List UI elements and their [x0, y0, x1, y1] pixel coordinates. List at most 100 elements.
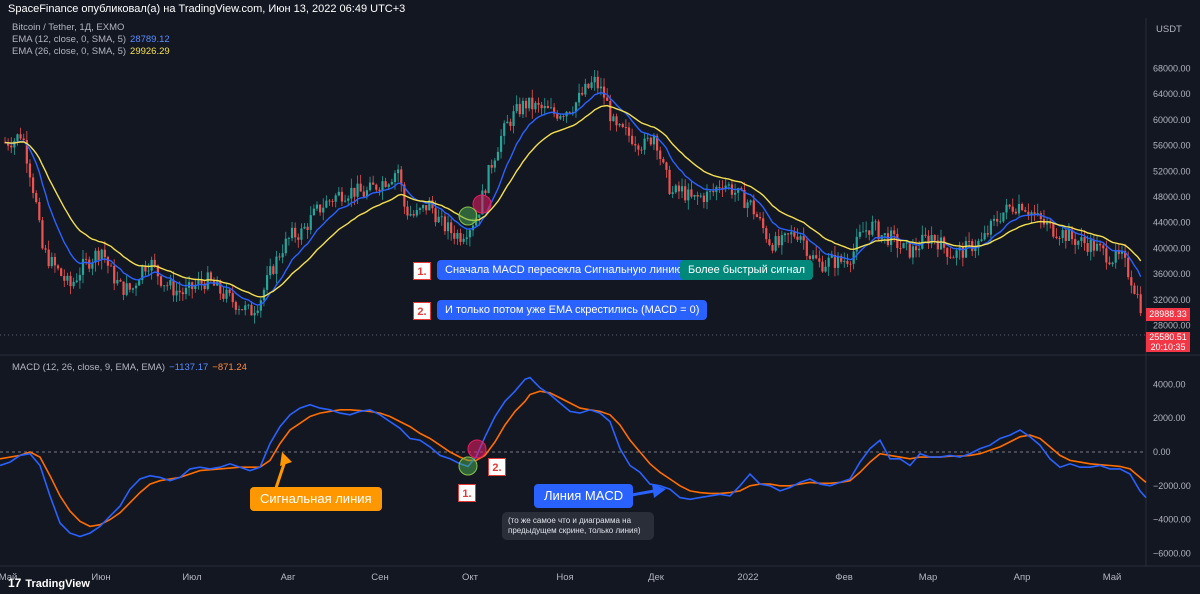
candle-body [927, 235, 930, 244]
candle-body [1083, 237, 1086, 244]
candle-body [758, 216, 762, 219]
candle-body [303, 226, 306, 229]
candle-body [780, 235, 783, 246]
time-tick-label: Авг [281, 572, 296, 583]
candle-body [272, 266, 275, 274]
candle-body [319, 204, 322, 213]
candle-body [540, 104, 543, 109]
candle-body [119, 279, 122, 282]
candle-body [893, 230, 896, 235]
candle-body [512, 111, 515, 126]
candle-body [200, 279, 203, 284]
candle-body [31, 177, 35, 193]
candle-body [487, 165, 490, 194]
candle-body [462, 238, 465, 242]
candle-body [618, 124, 621, 126]
candle-body [724, 185, 727, 189]
candle-body [793, 232, 796, 237]
candle-body [378, 189, 381, 191]
candle-body [156, 265, 159, 277]
candle-body [425, 205, 428, 211]
candle-body [1120, 250, 1124, 254]
candle-body [78, 274, 81, 281]
candle-body [1002, 212, 1005, 222]
candle-body [687, 189, 690, 201]
candle-body [1102, 245, 1105, 249]
price-tick-label: 60000.00 [1153, 115, 1191, 125]
candle-body [587, 83, 590, 88]
candle-body [684, 186, 687, 201]
price-cross-marker [458, 206, 478, 226]
candle-body [1133, 285, 1136, 294]
candle-body [365, 190, 369, 197]
candle-body [222, 293, 225, 299]
candle-body [896, 234, 899, 249]
candle-body [443, 216, 447, 232]
candle-body [705, 191, 709, 202]
candle-body [668, 169, 671, 194]
candle-body [409, 214, 412, 216]
candle-body [113, 266, 116, 284]
candle-body [1092, 239, 1095, 251]
candle-body [762, 218, 765, 229]
candle-body [712, 191, 715, 193]
candle-body [999, 221, 1002, 223]
candle-body [1086, 243, 1089, 252]
candle-body [169, 279, 172, 286]
candle-body [10, 145, 13, 148]
time-tick-label: Июл [182, 572, 201, 583]
candle-body [777, 236, 780, 246]
candle-body [914, 246, 918, 251]
macd-tick-label: 0.00 [1153, 447, 1171, 457]
time-tick-label: Фев [835, 572, 853, 583]
time-tick-label: Сен [371, 572, 388, 583]
candle-body [69, 275, 72, 287]
time-tick-label: Мар [919, 572, 938, 583]
candle-body [468, 230, 471, 238]
candle-body [184, 287, 188, 295]
candle-body [337, 191, 340, 196]
candle-body [66, 275, 69, 281]
signal-line-label: Сигнальная линия [250, 487, 382, 511]
candle-body [503, 123, 506, 136]
candle-body [1033, 212, 1036, 215]
last-price-tag: 28988.33 [1146, 308, 1190, 321]
candle-body [755, 214, 759, 217]
candle-body [584, 83, 587, 95]
candle-body [499, 135, 503, 152]
tradingview-brand: TradingView [25, 578, 90, 590]
candle-body [631, 135, 634, 145]
candle-body [518, 104, 521, 115]
candle-body [247, 304, 250, 306]
candle-body [559, 116, 562, 119]
candle-body [996, 218, 999, 222]
candle-body [16, 134, 19, 141]
candle-body [397, 169, 400, 174]
candle-body [652, 135, 656, 145]
candle-body [624, 127, 627, 128]
candle-body [796, 236, 799, 240]
candle-body [63, 275, 66, 281]
candle-body [1111, 262, 1114, 265]
candle-body [459, 232, 462, 242]
candle-body [1017, 204, 1021, 214]
candle-body [952, 257, 955, 259]
step-1-badge: 1. [413, 262, 431, 280]
candle-body [1045, 222, 1049, 225]
candle-body [85, 258, 88, 260]
candle-body [655, 135, 659, 151]
candle-body [209, 272, 213, 281]
ema12-value: 28789.12 [130, 34, 170, 45]
macd-value: −1137.17 [169, 362, 209, 373]
candle-body [19, 134, 22, 139]
candle-body [509, 121, 512, 126]
candle-body [955, 250, 958, 258]
tradingview-logo[interactable]: 17 TradingView [8, 576, 90, 590]
candle-body [300, 228, 303, 240]
candle-body [1080, 237, 1083, 242]
candle-body [1105, 248, 1108, 263]
candle-body [733, 192, 737, 195]
candle-body [799, 236, 802, 240]
candle-body [983, 233, 986, 240]
